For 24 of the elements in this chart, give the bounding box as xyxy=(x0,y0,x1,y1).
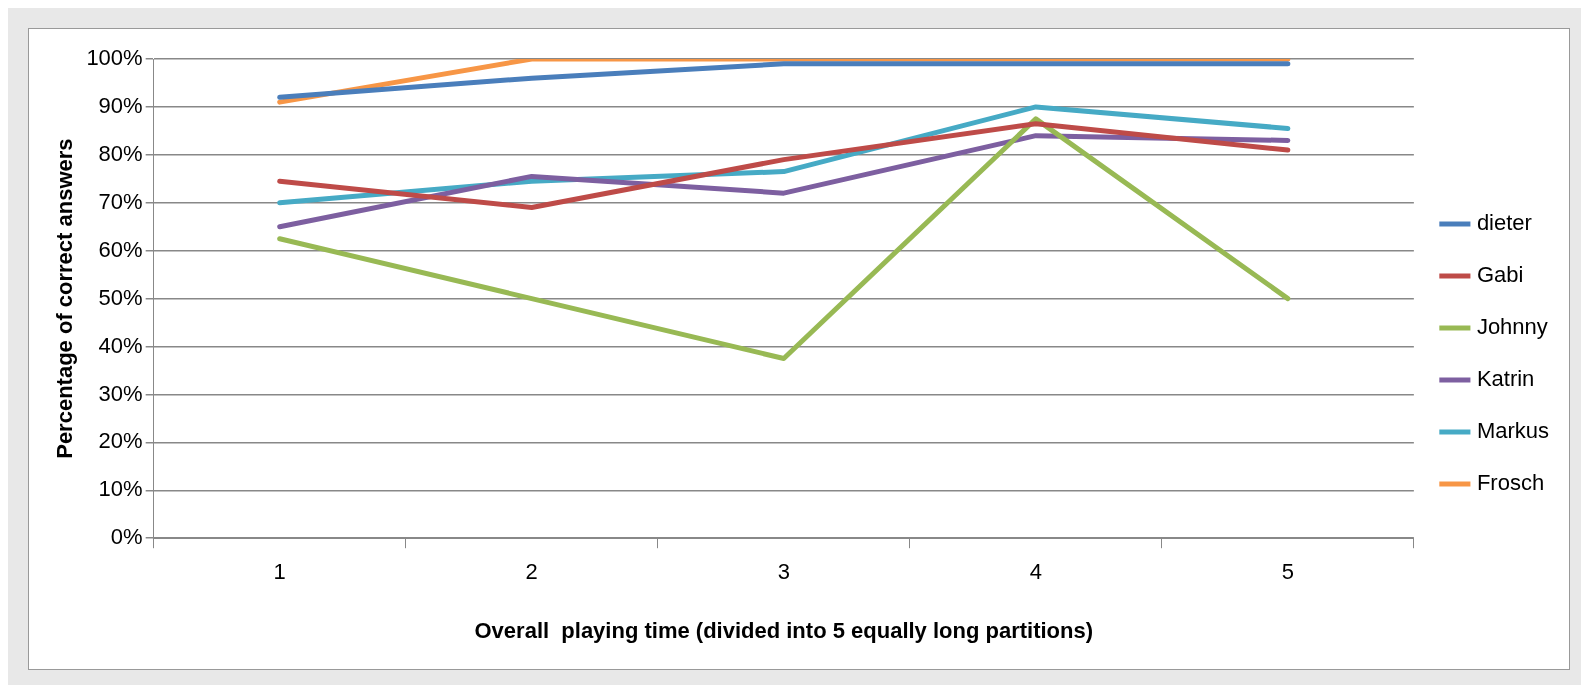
legend-label: dieter xyxy=(1476,210,1532,236)
legend-label: Johnny xyxy=(1476,314,1548,340)
x-tick-label: 1 xyxy=(273,559,286,585)
legend-label: Frosch xyxy=(1476,470,1545,496)
y-tick-label: 0% xyxy=(110,524,143,550)
legend-label: Katrin xyxy=(1476,366,1535,392)
y-tick-label: 60% xyxy=(98,236,143,262)
x-tick-label: 5 xyxy=(1281,559,1294,585)
legend-label: Markus xyxy=(1476,418,1549,444)
y-axis-title: Percentage of correct answers xyxy=(52,138,78,459)
y-tick-label: 100% xyxy=(86,45,143,71)
y-tick-label: 10% xyxy=(98,476,143,502)
y-tick-label: 80% xyxy=(98,140,143,166)
legend-label: Gabi xyxy=(1476,262,1524,288)
x-tick-label: 4 xyxy=(1029,559,1042,585)
y-tick-label: 40% xyxy=(98,332,143,358)
x-axis-title: Overall playing time (divided into 5 equally long partitions) xyxy=(474,617,1094,643)
y-tick-label: 70% xyxy=(98,188,143,214)
y-tick-label: 50% xyxy=(98,284,143,310)
x-tick-label: 3 xyxy=(777,559,790,585)
y-tick-label: 90% xyxy=(98,92,143,118)
y-tick-label: 20% xyxy=(98,428,143,454)
x-tick-label: 2 xyxy=(525,559,538,585)
y-tick-label: 30% xyxy=(98,380,143,406)
